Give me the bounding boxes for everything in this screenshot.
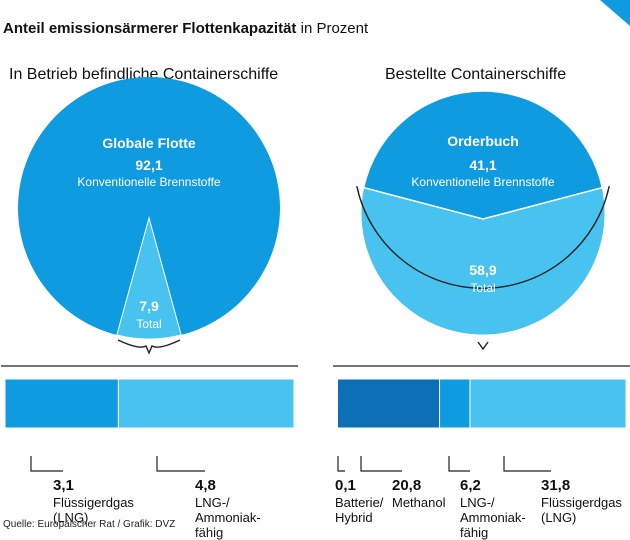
left-bar-label-text-1-1: Ammoniak- — [195, 510, 261, 525]
right-pie-bracket-tip — [477, 341, 489, 351]
left-bar-label-1: 4,8 LNG-/Ammoniak-fähig — [195, 478, 261, 540]
left-bar-segment-1 — [117, 378, 295, 429]
left-bar-leader-0 — [30, 456, 63, 472]
right-bar-label-text-0-0: Batterie/ — [335, 495, 384, 510]
left-bar-segment-0 — [4, 378, 119, 429]
right-bar-segment-2 — [439, 378, 471, 429]
corner-triangle-decoration — [600, 0, 630, 26]
right-pie-big-value: 41,1 — [469, 157, 496, 173]
left-pie-big-label: Konventionelle Brennstoffe — [77, 175, 221, 189]
pie-slice-conventional-ordered — [362, 90, 604, 220]
left-pie-center-label: Globale Flotte — [102, 135, 196, 151]
left-bar-label-value-0: 3,1 — [53, 477, 74, 494]
right-bar-label-value-1: 20,8 — [392, 477, 422, 494]
left-bar-label-text-1-0: LNG-/ — [195, 495, 230, 510]
left-pie-small-label: Total — [136, 317, 161, 331]
right-pie-bracket-arc — [356, 186, 610, 290]
right-bar-label-text-1-0: Methanol — [392, 495, 446, 510]
left-bar-label-0: 3,1 Flüssigerdgas (LNG) — [53, 478, 134, 525]
right-bar-label-2: 6,2 LNG-/Ammoniak-fähig — [460, 478, 526, 540]
right-bar-label-value-0: 0,1 — [335, 477, 356, 494]
right-bar-label-text-2-1: Ammoniak- — [460, 510, 526, 525]
left-pie-small-value: 7,9 — [139, 298, 159, 314]
right-chart-title: Bestellte Containerschiffe — [385, 66, 567, 83]
right-bar-label-1: 20,8 Methanol — [392, 478, 445, 510]
left-pie-bracket — [117, 339, 181, 355]
right-bar-leader-1 — [360, 456, 402, 472]
right-bar-segment-3 — [469, 378, 627, 429]
pie-slice-total — [116, 216, 182, 340]
right-bar-label-text-3-1: (LNG) — [541, 510, 577, 525]
right-bar-label-text-0-1: Hybrid — [335, 510, 373, 525]
right-bar-label-value-2: 6,2 — [460, 477, 481, 494]
left-chart-title: In Betrieb befindliche Containerschiffe — [9, 66, 279, 83]
source-note: Quelle: Europäischer Rat / Grafik: DVZ — [3, 519, 176, 530]
chart-header: Anteil emissionsärmerer Flottenkapazität… — [3, 20, 368, 37]
right-bar-label-value-3: 31,8 — [541, 477, 571, 494]
left-bar-label-value-1: 4,8 — [195, 477, 216, 494]
left-bar-leader-1 — [156, 456, 205, 472]
right-bar-leader-0 — [337, 456, 345, 472]
right-bar-label-text-3-0: Flüssigerdgas — [541, 495, 622, 510]
right-bar-leader-3 — [503, 456, 551, 472]
right-pie-big-label: Konventionelle Brennstoffe — [411, 175, 555, 189]
header-unit: in Prozent — [300, 20, 369, 37]
left-pie-big-value: 92,1 — [135, 157, 162, 173]
right-pie-total-label: Total — [470, 281, 495, 295]
header-title: Anteil emissionsärmerer Flottenkapazität — [3, 20, 297, 37]
left-bar-label-text-0-1: (LNG) — [53, 510, 89, 525]
left-bar-label-text-1-2: fähig — [195, 525, 224, 540]
right-bar-leader-2 — [448, 456, 470, 472]
left-bar-label-text-0-0: Flüssigerdgas — [53, 495, 134, 510]
pie-slice-conventional — [18, 77, 280, 339]
right-bar-label-0: 0,1 Batterie/Hybrid — [335, 478, 383, 525]
right-pie-center-label: Orderbuch — [447, 133, 519, 149]
right-pie-total-value: 58,9 — [469, 262, 496, 278]
right-bar-label-3: 31,8 Flüssigerdgas (LNG) — [541, 478, 622, 525]
right-bar-segment-1 — [336, 378, 441, 429]
right-bar-label-text-2-0: LNG-/ — [460, 495, 495, 510]
right-bar-label-text-2-2: fähig — [460, 525, 489, 540]
